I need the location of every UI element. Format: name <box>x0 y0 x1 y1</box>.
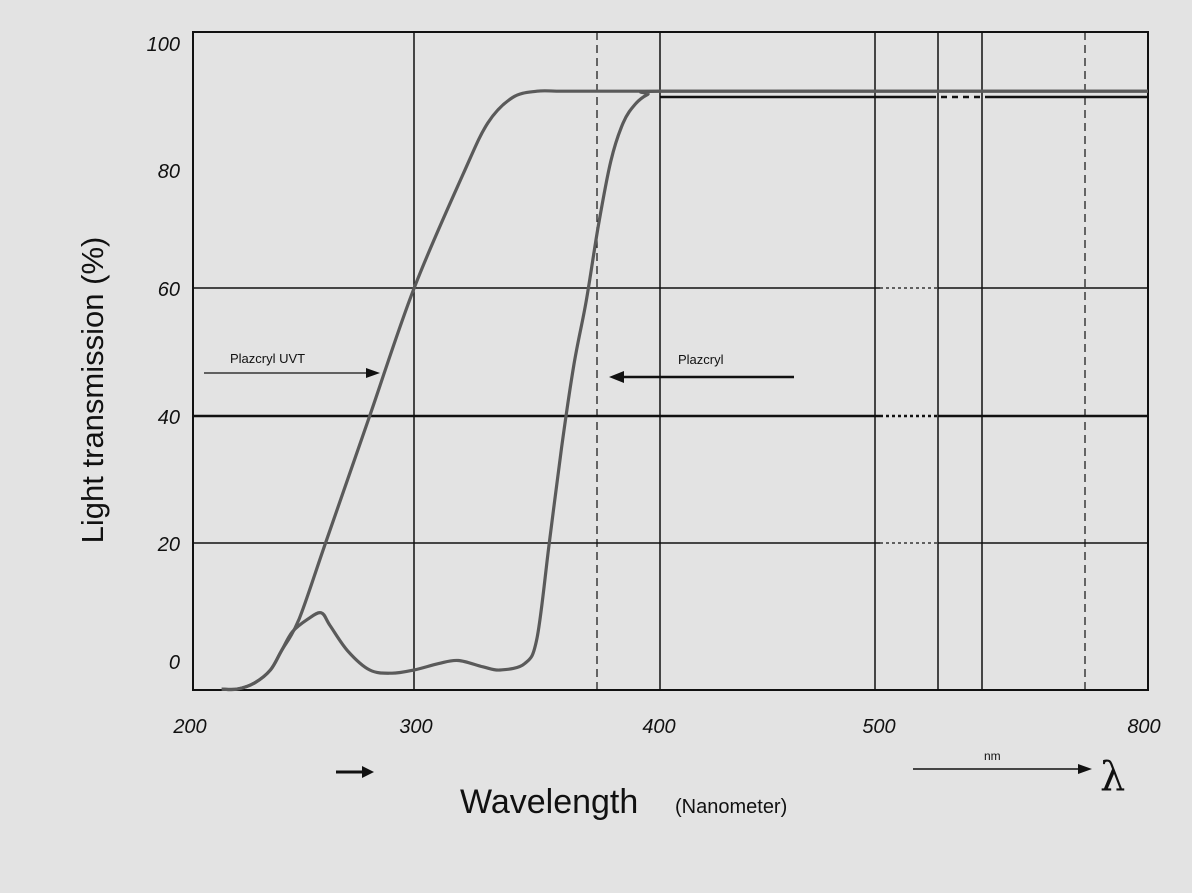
lambda-arrow-head <box>1078 764 1092 774</box>
x-tick-labels: 200 300 400 500 800 <box>172 716 1160 738</box>
annotation-arrow-head <box>609 371 624 383</box>
horizontal-gridlines <box>193 95 1148 544</box>
y-tick-label: 20 <box>157 534 180 556</box>
y-tick-label: 0 <box>169 652 180 674</box>
lambda-arrow: nm λ <box>913 749 1125 800</box>
unit-label: nm <box>984 749 1001 763</box>
x-tick-label: 200 <box>172 716 206 738</box>
x-tick-label: 400 <box>642 716 675 738</box>
y-axis-label: Light transmission (%) <box>75 237 110 544</box>
y-tick-label: 40 <box>158 407 180 429</box>
x-tick-label: 500 <box>862 716 895 738</box>
series-layer <box>221 89 1148 692</box>
lambda-symbol: λ <box>1100 754 1125 800</box>
x-direction-arrow-head <box>362 766 374 778</box>
y-tick-label: 80 <box>158 161 180 183</box>
y-tick-label: 60 <box>158 279 180 301</box>
dashed-gridlines <box>596 32 1086 690</box>
y-tick-labels: 100 80 60 40 20 0 <box>147 34 180 674</box>
annotation-plazcryl-uvt: Plazcryl UVT <box>204 351 380 378</box>
dotted-gap-segments <box>880 95 990 544</box>
plot-area <box>192 31 1149 691</box>
x-axis-label-sub: (Nanometer) <box>675 796 787 818</box>
series-line-plazcryl <box>221 89 1148 692</box>
x-tick-label: 300 <box>399 716 432 738</box>
annotation-plazcryl: Plazcryl <box>609 352 794 383</box>
x-axis-label-main: Wavelength <box>460 783 638 821</box>
annotation-label: Plazcryl <box>678 352 724 367</box>
x-direction-arrow <box>336 766 374 778</box>
x-tick-label: 800 <box>1127 716 1160 738</box>
x-axis-label: Wavelength (Nanometer) <box>460 783 787 821</box>
annotation-arrow-head <box>366 368 380 378</box>
vertical-gridlines <box>413 32 983 690</box>
y-tick-label: 100 <box>147 34 180 56</box>
series-line-plazcryl-uvt <box>221 89 1148 692</box>
annotation-label: Plazcryl UVT <box>230 351 305 366</box>
